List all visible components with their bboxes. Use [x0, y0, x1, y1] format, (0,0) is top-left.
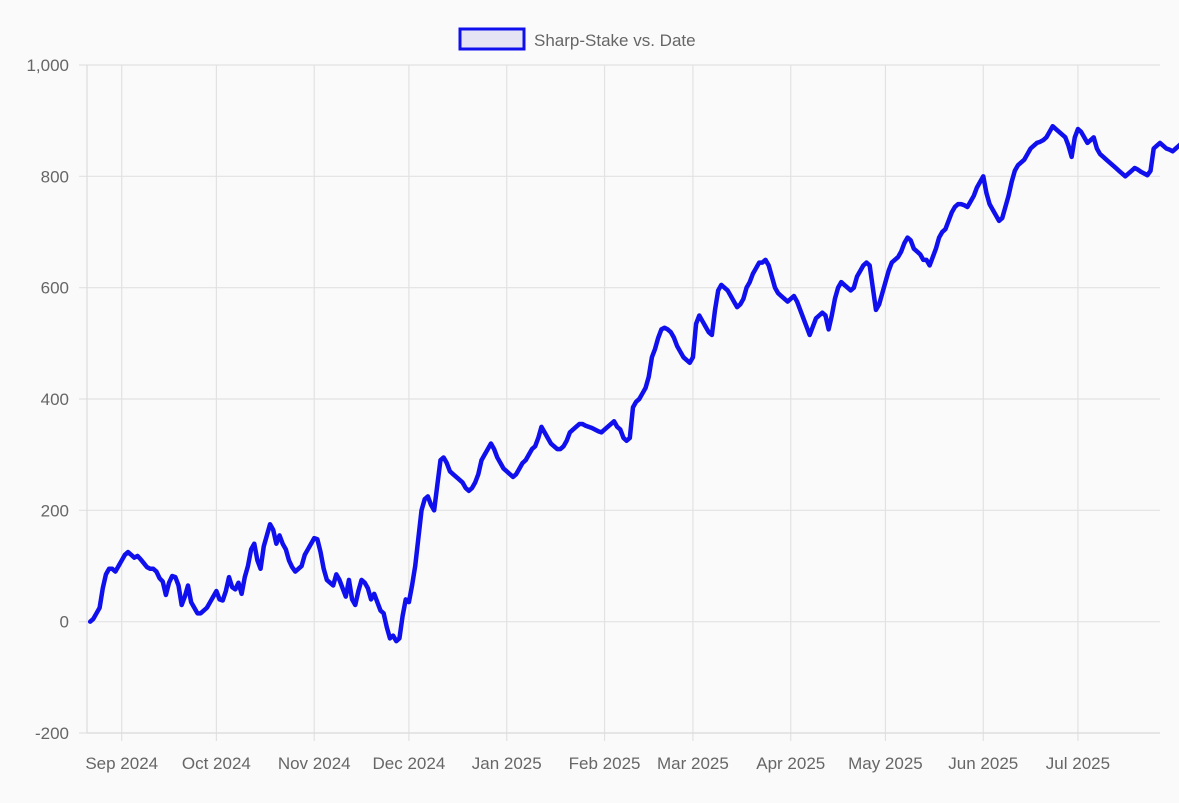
y-tick-label: 800 — [41, 167, 69, 186]
grid-lines — [79, 64, 1160, 741]
axes: -200 0 200 400 600 800 1,000 Sep 2024 Oct 2024 No… — [26, 56, 1160, 773]
y-tick-label: 0 — [60, 613, 69, 632]
x-tick-label: Jan 2025 — [472, 754, 542, 773]
x-tick-label: Sep 2024 — [85, 754, 158, 773]
legend[interactable]: Sharp-Stake vs. Date — [458, 27, 696, 51]
y-tick-label: 1,000 — [26, 56, 69, 75]
x-tick-label: Apr 2025 — [756, 754, 825, 773]
series-layer — [87, 104, 1179, 644]
x-tick-label: Oct 2024 — [182, 754, 251, 773]
x-tick-label: May 2025 — [848, 754, 923, 773]
legend-label: Sharp-Stake vs. Date — [534, 31, 696, 50]
x-tick-label: Feb 2025 — [569, 754, 641, 773]
x-tick-label: Nov 2024 — [278, 754, 351, 773]
x-tick-label: Dec 2024 — [373, 754, 446, 773]
x-tick-label: Jul 2025 — [1046, 754, 1110, 773]
y-tick-label: 600 — [41, 279, 69, 298]
x-tick-label: Mar 2025 — [657, 754, 729, 773]
y-tick-label: -200 — [35, 724, 69, 743]
series-line-sharp-stake[interactable] — [87, 104, 1179, 644]
y-tick-label: 200 — [41, 501, 69, 520]
legend-swatch[interactable] — [458, 27, 526, 51]
y-tick-label: 400 — [41, 390, 69, 409]
x-tick-label: Jun 2025 — [948, 754, 1018, 773]
